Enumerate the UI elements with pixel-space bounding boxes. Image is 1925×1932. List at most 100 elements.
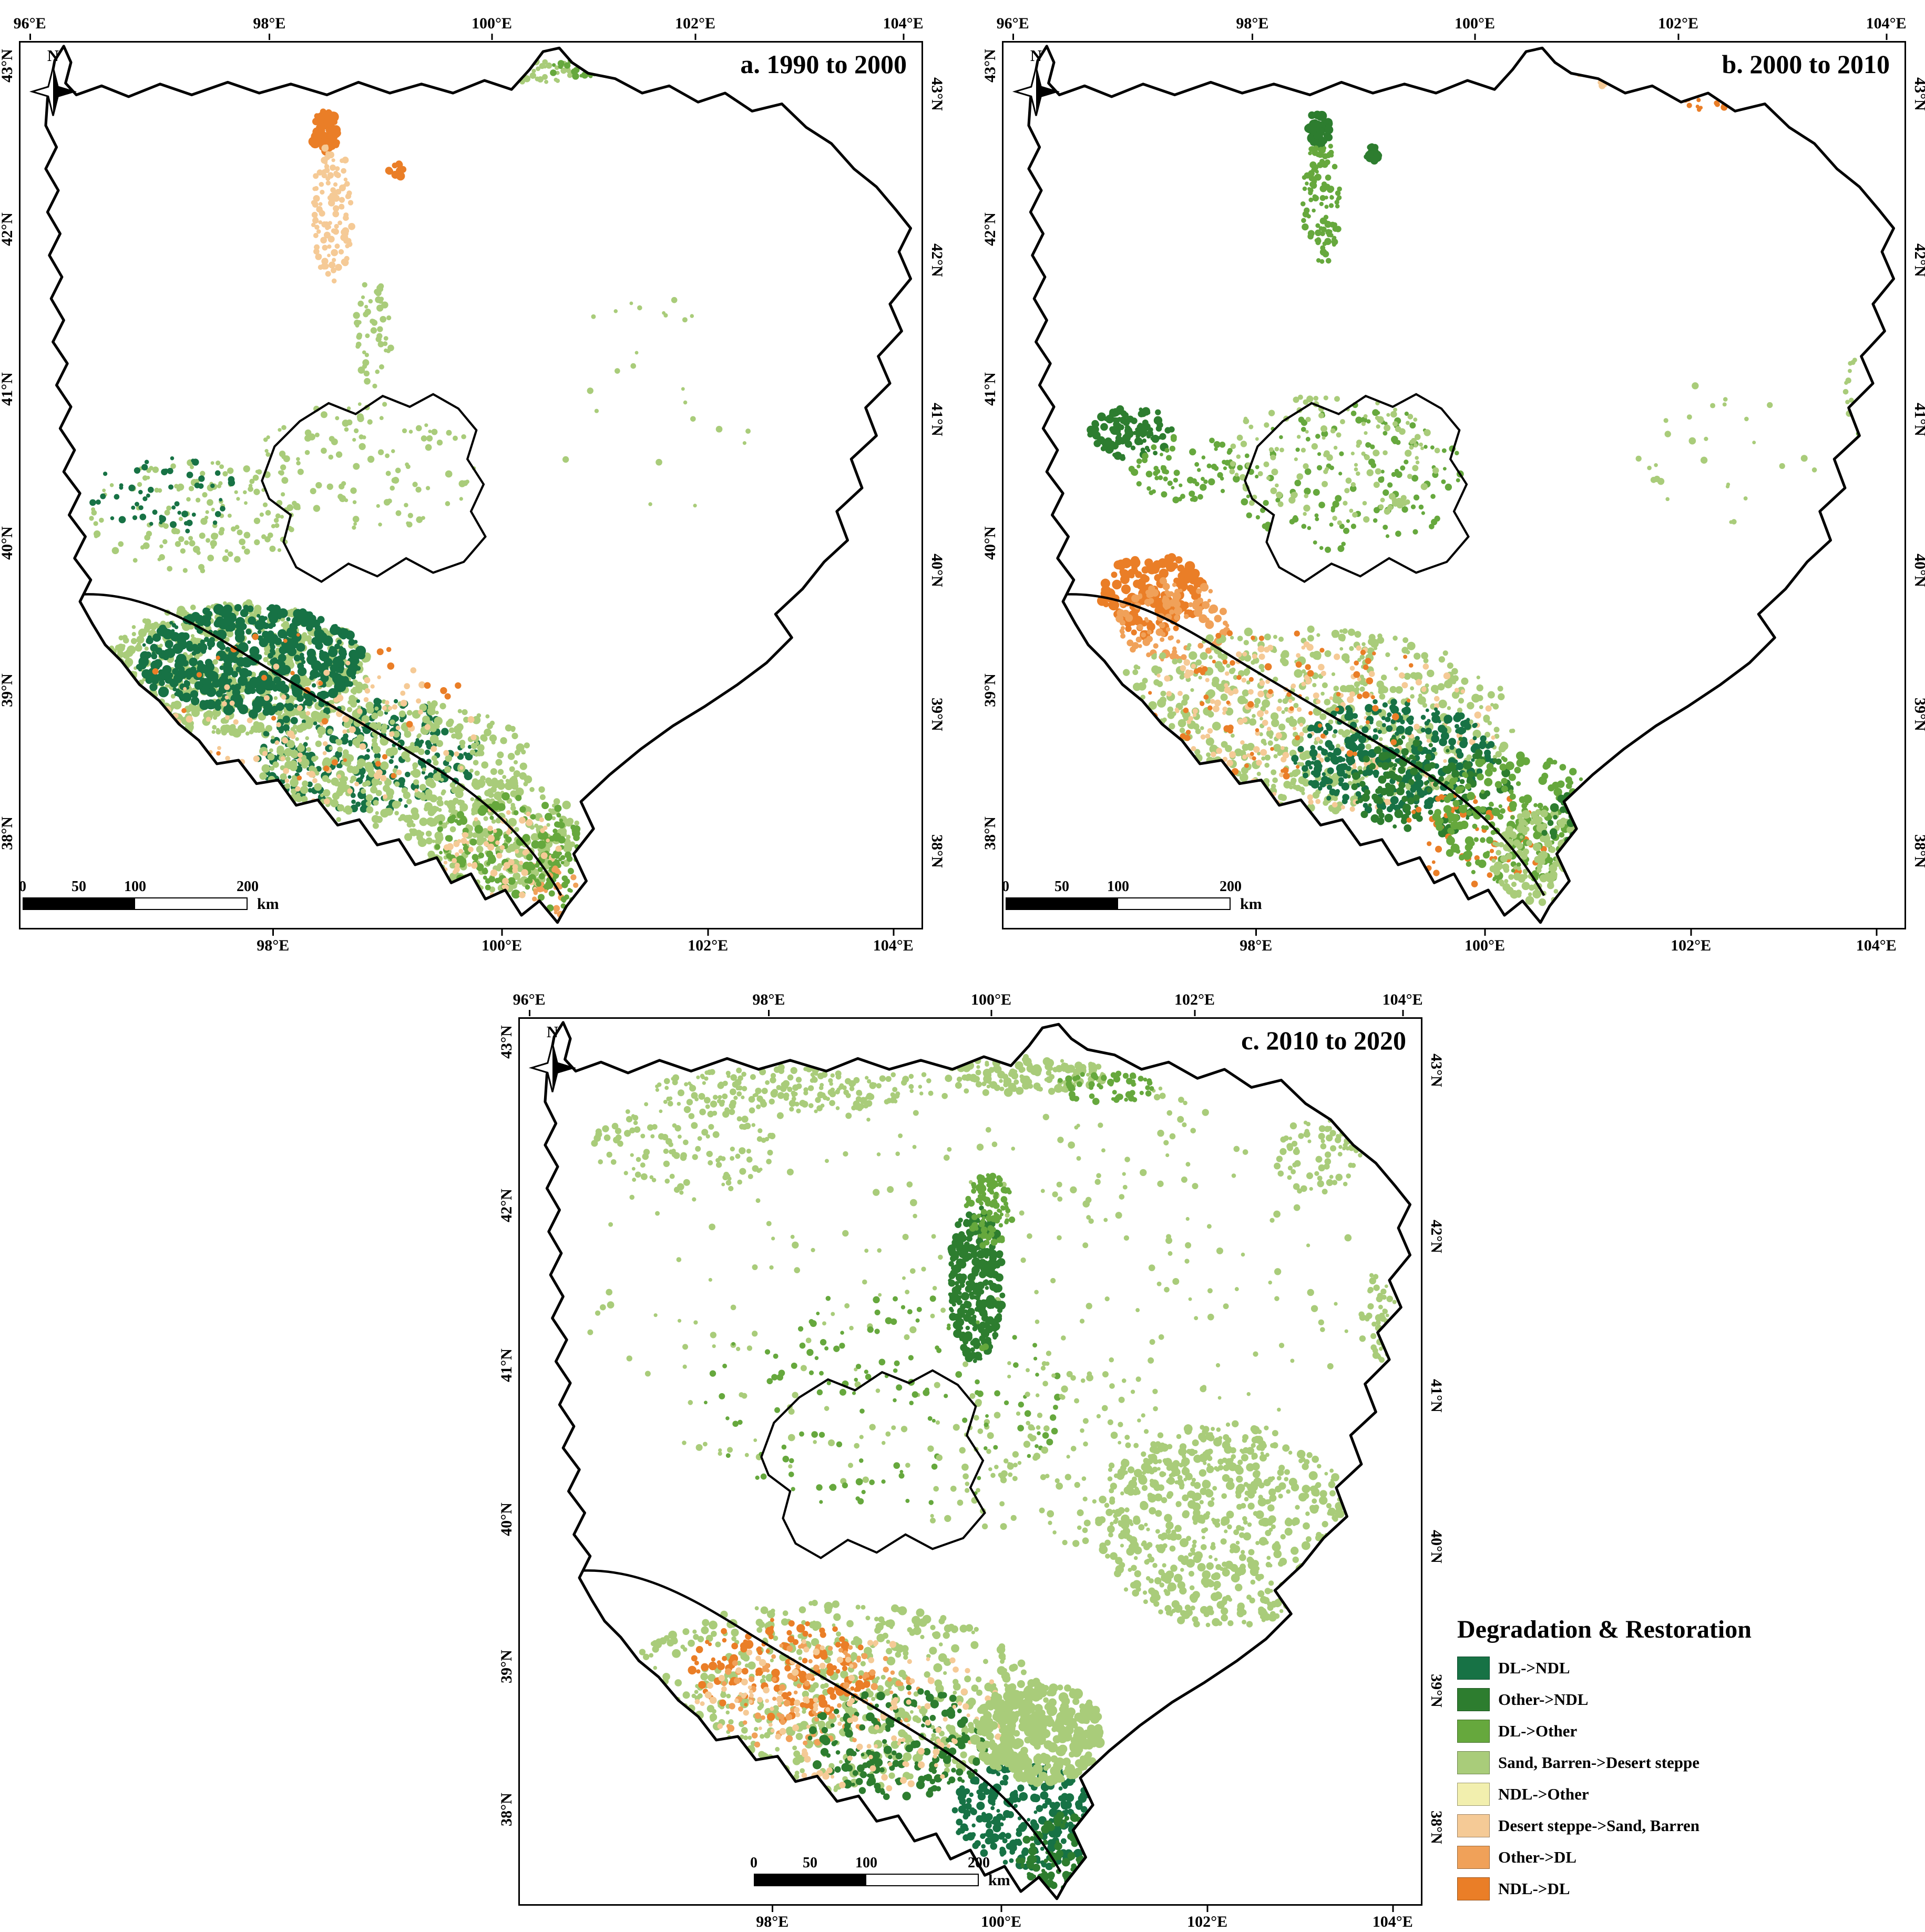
north-label: N <box>47 48 59 65</box>
tick-label-top-1: 98°E <box>1236 15 1269 40</box>
legend-item-label-5: Desert steppe->Sand, Barren <box>1498 1816 1700 1835</box>
map-canvas-c <box>544 1021 1412 1900</box>
tick-label-right-5: 38°N <box>1428 1811 1445 1845</box>
tick-label-right-0: 43°N <box>928 77 946 111</box>
map-frame-c: N c. 2010 to 2020 0 50 100 200 km <box>518 1017 1422 1906</box>
scale-bar-number-3: 200 <box>968 1855 990 1871</box>
scale-bar-bar <box>23 897 248 910</box>
compass-rose: N <box>528 1024 577 1092</box>
tick-label-left-1: 42°N <box>981 212 999 247</box>
tick-label-left-4: 39°N <box>981 673 999 708</box>
tick-label-bottom-2: 102°E <box>1187 1906 1228 1930</box>
north-label: N <box>1030 48 1042 65</box>
tick-label-left-0: 43°N <box>498 1025 515 1059</box>
tick-label-bottom-2: 102°E <box>1671 929 1712 954</box>
tick-label-left-4: 39°N <box>498 1650 515 1684</box>
tick-label-left-5: 38°N <box>0 816 16 851</box>
map-panel-b: N b. 2000 to 2010 0 50 100 200 km 96°E 98°E 1… <box>981 15 1925 954</box>
tick-label-top-2: 100°E <box>971 991 1012 1016</box>
tick-label-bottom-1: 100°E <box>1464 929 1505 954</box>
tick-label-left-3: 40°N <box>0 526 16 560</box>
tick-label-left-2: 41°N <box>498 1348 515 1383</box>
legend-item-label-2: DL->Other <box>1498 1722 1578 1740</box>
tick-label-left-2: 41°N <box>0 372 16 406</box>
region-outline <box>1027 45 1896 924</box>
compass-star-fill <box>53 67 74 116</box>
scale-bar-number-3: 200 <box>237 878 259 895</box>
map-canvas-a <box>44 45 913 924</box>
tick-label-left-3: 40°N <box>981 526 999 560</box>
scale-bar-fill <box>24 898 135 909</box>
legend-item-5: Desert steppe->Sand, Barren <box>1457 1810 1846 1842</box>
tick-label-top-3: 102°E <box>675 15 716 40</box>
legend-swatch-0 <box>1457 1657 1490 1680</box>
tick-label-left-2: 41°N <box>981 372 999 406</box>
compass-rose: N <box>1012 48 1060 116</box>
legend-item-label-4: NDL->Other <box>1498 1785 1589 1803</box>
scale-bar-bar <box>1006 897 1231 910</box>
tick-label-top-3: 102°E <box>1174 991 1215 1016</box>
scale-bar-number-2: 100 <box>855 1855 877 1871</box>
scale-bar-number-0: 0 <box>1002 878 1009 895</box>
scale-bar: 0 50 100 200 km <box>750 1855 1038 1895</box>
tick-label-right-2: 41°N <box>928 403 946 436</box>
legend-item-label-7: NDL->DL <box>1498 1879 1570 1898</box>
tick-label-bottom-0: 98°E <box>1240 929 1273 954</box>
tick-label-right-3: 40°N <box>1428 1530 1445 1564</box>
map-panel-a: N a. 1990 to 2000 0 50 100 200 km 96°E 98°E 1… <box>0 15 946 954</box>
inner-basin-boundary <box>261 393 487 583</box>
scale-bar: 0 50 100 200 km <box>19 878 306 918</box>
tick-label-right-2: 41°N <box>1428 1379 1445 1413</box>
compass-star-fill <box>1036 67 1057 116</box>
compass-star-fill <box>552 1044 574 1092</box>
tick-label-bottom-3: 104°E <box>1372 1906 1413 1930</box>
scale-bar-number-0: 0 <box>19 878 26 895</box>
legend-swatch-3 <box>1457 1751 1490 1774</box>
compass-rose: N <box>29 48 77 116</box>
legend-item-label-1: Other->NDL <box>1498 1690 1589 1709</box>
region-outline <box>44 45 913 924</box>
tick-label-right-5: 38°N <box>1911 834 1925 868</box>
legend-item-6: Other->DL <box>1457 1842 1846 1873</box>
scale-bar-unit: km <box>257 895 279 913</box>
tick-label-right-1: 42°N <box>928 243 946 278</box>
legend-item-label-3: Sand, Barren->Desert steppe <box>1498 1753 1700 1772</box>
tick-label-bottom-3: 104°E <box>873 929 914 954</box>
tick-label-right-5: 38°N <box>928 834 946 868</box>
tick-label-top-1: 98°E <box>253 15 286 40</box>
tick-label-right-1: 42°N <box>1428 1220 1445 1254</box>
scale-bar-fill <box>755 1875 866 1885</box>
corridor-divider-boundary <box>582 1569 1062 1873</box>
scale-bar-fill <box>1007 898 1118 909</box>
legend-item-2: DL->Other <box>1457 1715 1846 1747</box>
legend-swatch-4 <box>1457 1783 1490 1806</box>
tick-label-left-0: 43°N <box>981 49 999 83</box>
tick-label-right-4: 39°N <box>1911 698 1925 731</box>
scale-bar-number-3: 200 <box>1220 878 1242 895</box>
scale-bar-number-0: 0 <box>750 1855 757 1871</box>
map-frame-b: N b. 2000 to 2010 0 50 100 200 km <box>1002 41 1906 929</box>
legend-item-4: NDL->Other <box>1457 1778 1846 1810</box>
corridor-divider-boundary <box>83 593 562 896</box>
tick-label-left-4: 39°N <box>0 673 16 708</box>
tick-label-bottom-0: 98°E <box>257 929 290 954</box>
legend-swatch-6 <box>1457 1846 1490 1869</box>
tick-label-bottom-1: 100°E <box>481 929 522 954</box>
scale-bar-unit: km <box>1240 895 1262 913</box>
corridor-divider-boundary <box>1066 593 1545 896</box>
legend: Degradation & Restoration DL->NDL Other->… <box>1457 1615 1846 1905</box>
tick-label-left-5: 38°N <box>498 1793 515 1827</box>
scale-bar-number-2: 100 <box>124 878 146 895</box>
legend-item-1: Other->NDL <box>1457 1684 1846 1715</box>
north-label: N <box>547 1024 558 1041</box>
tick-label-left-3: 40°N <box>498 1502 515 1536</box>
scale-bar-number-1: 50 <box>71 878 86 895</box>
tick-label-top-3: 102°E <box>1658 15 1699 40</box>
tick-label-right-3: 40°N <box>928 554 946 588</box>
tick-label-top-4: 104°E <box>1382 991 1423 1016</box>
tick-label-right-4: 39°N <box>1428 1674 1445 1708</box>
legend-title: Degradation & Restoration <box>1457 1616 1752 1643</box>
tick-label-bottom-1: 100°E <box>980 1906 1021 1930</box>
scale-bar-number-1: 50 <box>803 1855 817 1871</box>
